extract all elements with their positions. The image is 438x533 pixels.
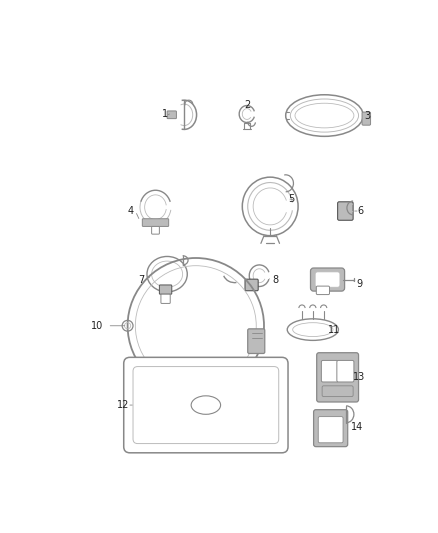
Text: 14: 14 bbox=[351, 422, 363, 432]
FancyBboxPatch shape bbox=[245, 279, 258, 290]
Ellipse shape bbox=[295, 103, 354, 128]
FancyBboxPatch shape bbox=[337, 360, 354, 382]
Text: 6: 6 bbox=[358, 206, 364, 216]
FancyBboxPatch shape bbox=[142, 219, 169, 227]
Text: 7: 7 bbox=[138, 276, 145, 285]
FancyBboxPatch shape bbox=[318, 417, 343, 443]
Text: 1: 1 bbox=[162, 109, 168, 119]
Text: 9: 9 bbox=[356, 279, 362, 289]
FancyBboxPatch shape bbox=[311, 268, 345, 291]
FancyBboxPatch shape bbox=[362, 112, 371, 125]
Text: 2: 2 bbox=[244, 100, 250, 110]
FancyBboxPatch shape bbox=[248, 329, 265, 353]
FancyBboxPatch shape bbox=[159, 285, 172, 294]
FancyBboxPatch shape bbox=[314, 410, 348, 447]
Text: 8: 8 bbox=[272, 276, 279, 285]
Text: 10: 10 bbox=[91, 321, 103, 331]
FancyBboxPatch shape bbox=[322, 386, 353, 397]
FancyBboxPatch shape bbox=[338, 202, 353, 220]
FancyBboxPatch shape bbox=[316, 286, 329, 295]
Text: 5: 5 bbox=[288, 193, 294, 204]
Text: 13: 13 bbox=[353, 373, 365, 382]
Text: 11: 11 bbox=[328, 325, 340, 335]
FancyBboxPatch shape bbox=[167, 111, 177, 119]
Text: 4: 4 bbox=[127, 206, 134, 216]
FancyBboxPatch shape bbox=[161, 294, 170, 303]
FancyBboxPatch shape bbox=[124, 357, 288, 453]
FancyBboxPatch shape bbox=[315, 272, 340, 287]
Text: 3: 3 bbox=[364, 110, 370, 120]
FancyBboxPatch shape bbox=[152, 227, 159, 234]
Text: 12: 12 bbox=[117, 400, 129, 410]
Ellipse shape bbox=[191, 396, 221, 414]
FancyBboxPatch shape bbox=[133, 367, 279, 443]
FancyBboxPatch shape bbox=[317, 353, 359, 402]
FancyBboxPatch shape bbox=[321, 360, 339, 382]
